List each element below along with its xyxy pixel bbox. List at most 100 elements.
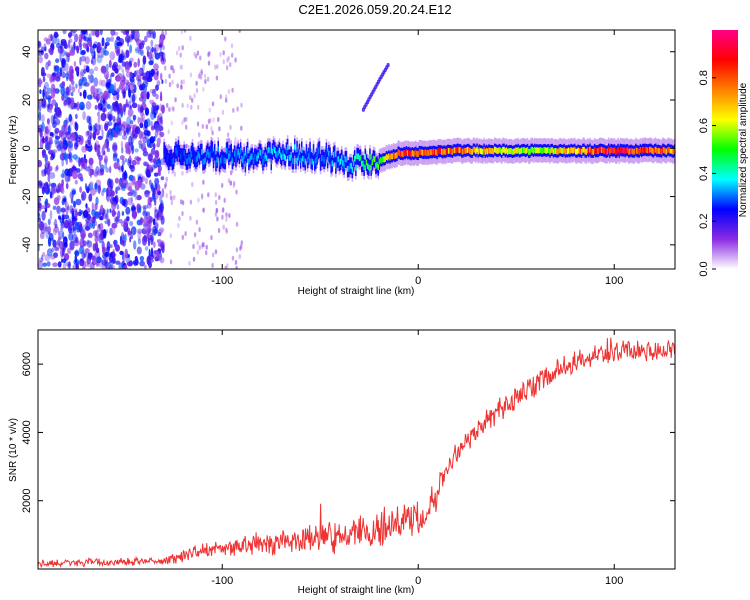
- noise-speck: [219, 94, 222, 100]
- noise-speck: [138, 42, 144, 50]
- noise-speck: [122, 264, 128, 269]
- noise-speck: [130, 34, 135, 40]
- noise-speck: [65, 55, 70, 63]
- signal-core: [177, 145, 180, 152]
- signal-core: [181, 154, 183, 160]
- noise-speck: [125, 30, 129, 37]
- noise-speck: [84, 36, 89, 42]
- signal-core: [672, 148, 675, 155]
- signal-core: [175, 147, 177, 154]
- noise-speck: [210, 235, 213, 241]
- spectrogram-y-label: Frequency (Hz): [8, 116, 19, 185]
- noise-speck: [151, 247, 153, 257]
- noise-speck: [162, 45, 165, 51]
- noise-speck: [92, 43, 97, 49]
- noise-speck: [70, 132, 76, 142]
- signal-core: [341, 155, 343, 161]
- noise-speck: [150, 232, 154, 238]
- noise-speck: [39, 89, 42, 94]
- signal-core: [355, 164, 357, 171]
- noise-speck: [60, 138, 64, 147]
- signal-core: [398, 150, 401, 156]
- noise-speck: [155, 125, 162, 131]
- signal-core: [326, 157, 329, 163]
- noise-speck: [124, 35, 131, 43]
- signal-core: [485, 147, 488, 154]
- spectrogram-frame: [37, 29, 676, 270]
- noise-speck: [174, 97, 177, 103]
- noise-speck: [70, 44, 75, 49]
- signal-core: [653, 147, 656, 153]
- signal-core: [642, 146, 644, 153]
- signal-core: [209, 151, 211, 158]
- noise-speck: [201, 123, 204, 129]
- noise-speck: [207, 60, 211, 66]
- noise-speck: [143, 222, 148, 231]
- noise-speck: [96, 97, 99, 103]
- noise-speck: [42, 76, 46, 83]
- noise-speck: [47, 60, 51, 67]
- noise-speck: [41, 122, 45, 132]
- signal-core: [411, 150, 414, 156]
- signal-core: [446, 147, 449, 154]
- signal-core: [417, 151, 419, 157]
- signal-core: [223, 157, 225, 164]
- noise-speck: [144, 107, 150, 116]
- noise-speck: [179, 64, 182, 70]
- signal-core: [303, 156, 305, 163]
- noise-speck: [160, 209, 164, 214]
- noise-speck: [68, 261, 71, 269]
- noise-speck: [160, 34, 164, 44]
- noise-speck: [87, 135, 92, 145]
- noise-speck: [61, 72, 66, 79]
- signal-core: [629, 148, 631, 155]
- noise-speck: [62, 242, 66, 252]
- noise-speck: [125, 206, 131, 215]
- noise-speck: [51, 99, 57, 106]
- noise-speck: [180, 30, 184, 35]
- noise-speck: [74, 179, 78, 185]
- signal-core: [630, 147, 632, 154]
- signal-core: [448, 148, 450, 154]
- noise-speck: [159, 202, 164, 213]
- noise-speck: [141, 175, 145, 180]
- noise-speck: [206, 76, 210, 82]
- noise-speck: [38, 196, 41, 203]
- noise-speck: [82, 266, 85, 269]
- noise-speck: [112, 130, 119, 138]
- noise-speck: [40, 66, 45, 77]
- snr-series-line: [38, 337, 675, 568]
- signal-core: [472, 146, 475, 153]
- signal-core: [489, 147, 491, 154]
- noise-speck: [129, 159, 132, 168]
- noise-speck: [95, 165, 100, 175]
- signal-core: [528, 149, 530, 155]
- noise-speck: [139, 255, 145, 262]
- noise-speck: [55, 118, 61, 126]
- noise-speck: [98, 232, 104, 241]
- signal-core: [338, 159, 341, 166]
- noise-speck: [214, 192, 217, 198]
- noise-speck: [50, 34, 53, 42]
- noise-speck: [203, 73, 207, 79]
- signal-core: [648, 147, 650, 153]
- signal-core: [650, 146, 652, 153]
- noise-speck: [198, 227, 201, 233]
- signal-core: [399, 151, 402, 157]
- noise-speck: [87, 41, 92, 46]
- noise-speck: [51, 149, 58, 154]
- signal-core: [252, 158, 255, 164]
- noise-speck: [38, 257, 44, 263]
- noise-speck: [85, 225, 90, 231]
- noise-speck: [196, 50, 200, 56]
- noise-speck: [181, 211, 184, 216]
- noise-speck: [72, 264, 76, 269]
- signal-core: [323, 157, 325, 164]
- noise-speck: [101, 37, 105, 47]
- signal-core: [518, 148, 521, 155]
- noise-speck: [78, 228, 85, 233]
- signal-core: [255, 154, 257, 160]
- signal-core: [616, 148, 618, 155]
- signal-core: [468, 146, 470, 153]
- signal-core: [188, 154, 190, 161]
